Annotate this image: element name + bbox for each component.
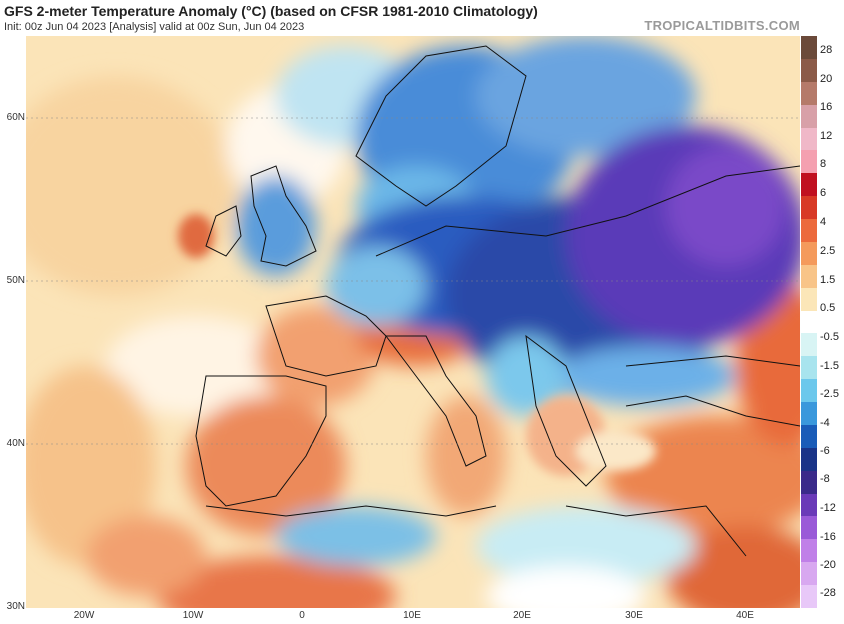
colorbar-segment xyxy=(801,173,817,197)
colorbar-label: -8 xyxy=(820,473,830,485)
colorbar-segment xyxy=(801,219,817,243)
colorbar-label: 6 xyxy=(820,187,827,199)
colorbar-segment xyxy=(801,264,817,289)
colorbar-segment xyxy=(801,150,817,174)
colorbar-label: -28 xyxy=(820,587,836,599)
lon-label-40e: 40E xyxy=(736,610,754,621)
colorbar-segment xyxy=(801,104,817,128)
colorbar xyxy=(801,36,817,609)
colorbar-segment xyxy=(801,310,817,334)
map-svg xyxy=(26,36,800,608)
colorbar-segment xyxy=(801,58,817,83)
lon-label-30e: 30E xyxy=(625,610,643,621)
colorbar-segment xyxy=(801,562,817,586)
colorbar-segment xyxy=(801,516,817,540)
colorbar-segment xyxy=(801,470,817,495)
colorbar-label: -4 xyxy=(820,417,830,429)
colorbar-segment xyxy=(801,379,817,403)
colorbar-segment xyxy=(801,81,817,106)
colorbar-label: -6 xyxy=(820,445,830,457)
colorbar-segment xyxy=(801,424,817,449)
colorbar-label: 12 xyxy=(820,130,833,142)
lon-label-20e: 20E xyxy=(513,610,531,621)
lon-label-20w: 20W xyxy=(73,610,95,621)
colorbar-segment xyxy=(801,539,817,563)
colorbar-segment xyxy=(801,356,817,380)
colorbar-label: -12 xyxy=(820,502,836,514)
colorbar-segment xyxy=(801,402,817,426)
lat-label-60n: 60N xyxy=(6,112,25,123)
anomaly-map xyxy=(26,36,800,608)
colorbar-segment xyxy=(801,196,817,220)
graticule xyxy=(26,117,800,445)
map-subtitle: Init: 00z Jun 04 2023 [Analysis] valid a… xyxy=(4,21,305,33)
colorbar-label: -16 xyxy=(820,531,836,543)
colorbar-segment xyxy=(801,585,817,609)
colorbar-label: 8 xyxy=(820,158,827,170)
colorbar-label: 16 xyxy=(820,101,833,113)
lon-label-10e: 10E xyxy=(403,610,421,621)
colorbar-segment xyxy=(801,493,817,517)
map-title: GFS 2-meter Temperature Anomaly (°C) (ba… xyxy=(4,3,538,19)
colorbar-label: 2.5 xyxy=(820,245,836,257)
colorbar-label: -0.5 xyxy=(820,331,839,343)
colorbar-label: -2.5 xyxy=(820,388,839,400)
colorbar-segment xyxy=(801,127,817,151)
colorbar-segment xyxy=(801,36,817,60)
coastlines xyxy=(195,45,800,557)
lon-label-0: 0 xyxy=(299,610,305,621)
lat-label-30n: 30N xyxy=(6,601,25,612)
lat-label-50n: 50N xyxy=(6,275,25,286)
colorbar-segment xyxy=(801,287,817,312)
colorbar-segment xyxy=(801,333,817,357)
colorbar-segment xyxy=(801,447,817,472)
colorbar-label: -1.5 xyxy=(820,360,839,372)
colorbar-label: 20 xyxy=(820,73,833,85)
colorbar-segment xyxy=(801,241,817,266)
lon-label-10w: 10W xyxy=(182,610,204,621)
colorbar-label: 4 xyxy=(820,216,827,228)
lat-label-40n: 40N xyxy=(6,438,25,449)
colorbar-label: 1.5 xyxy=(820,274,836,286)
watermark: TROPICALTIDBITS.COM xyxy=(644,18,800,33)
colorbar-label: -20 xyxy=(820,559,836,571)
colorbar-label: 0.5 xyxy=(820,302,836,314)
colorbar-label: 28 xyxy=(820,44,833,56)
